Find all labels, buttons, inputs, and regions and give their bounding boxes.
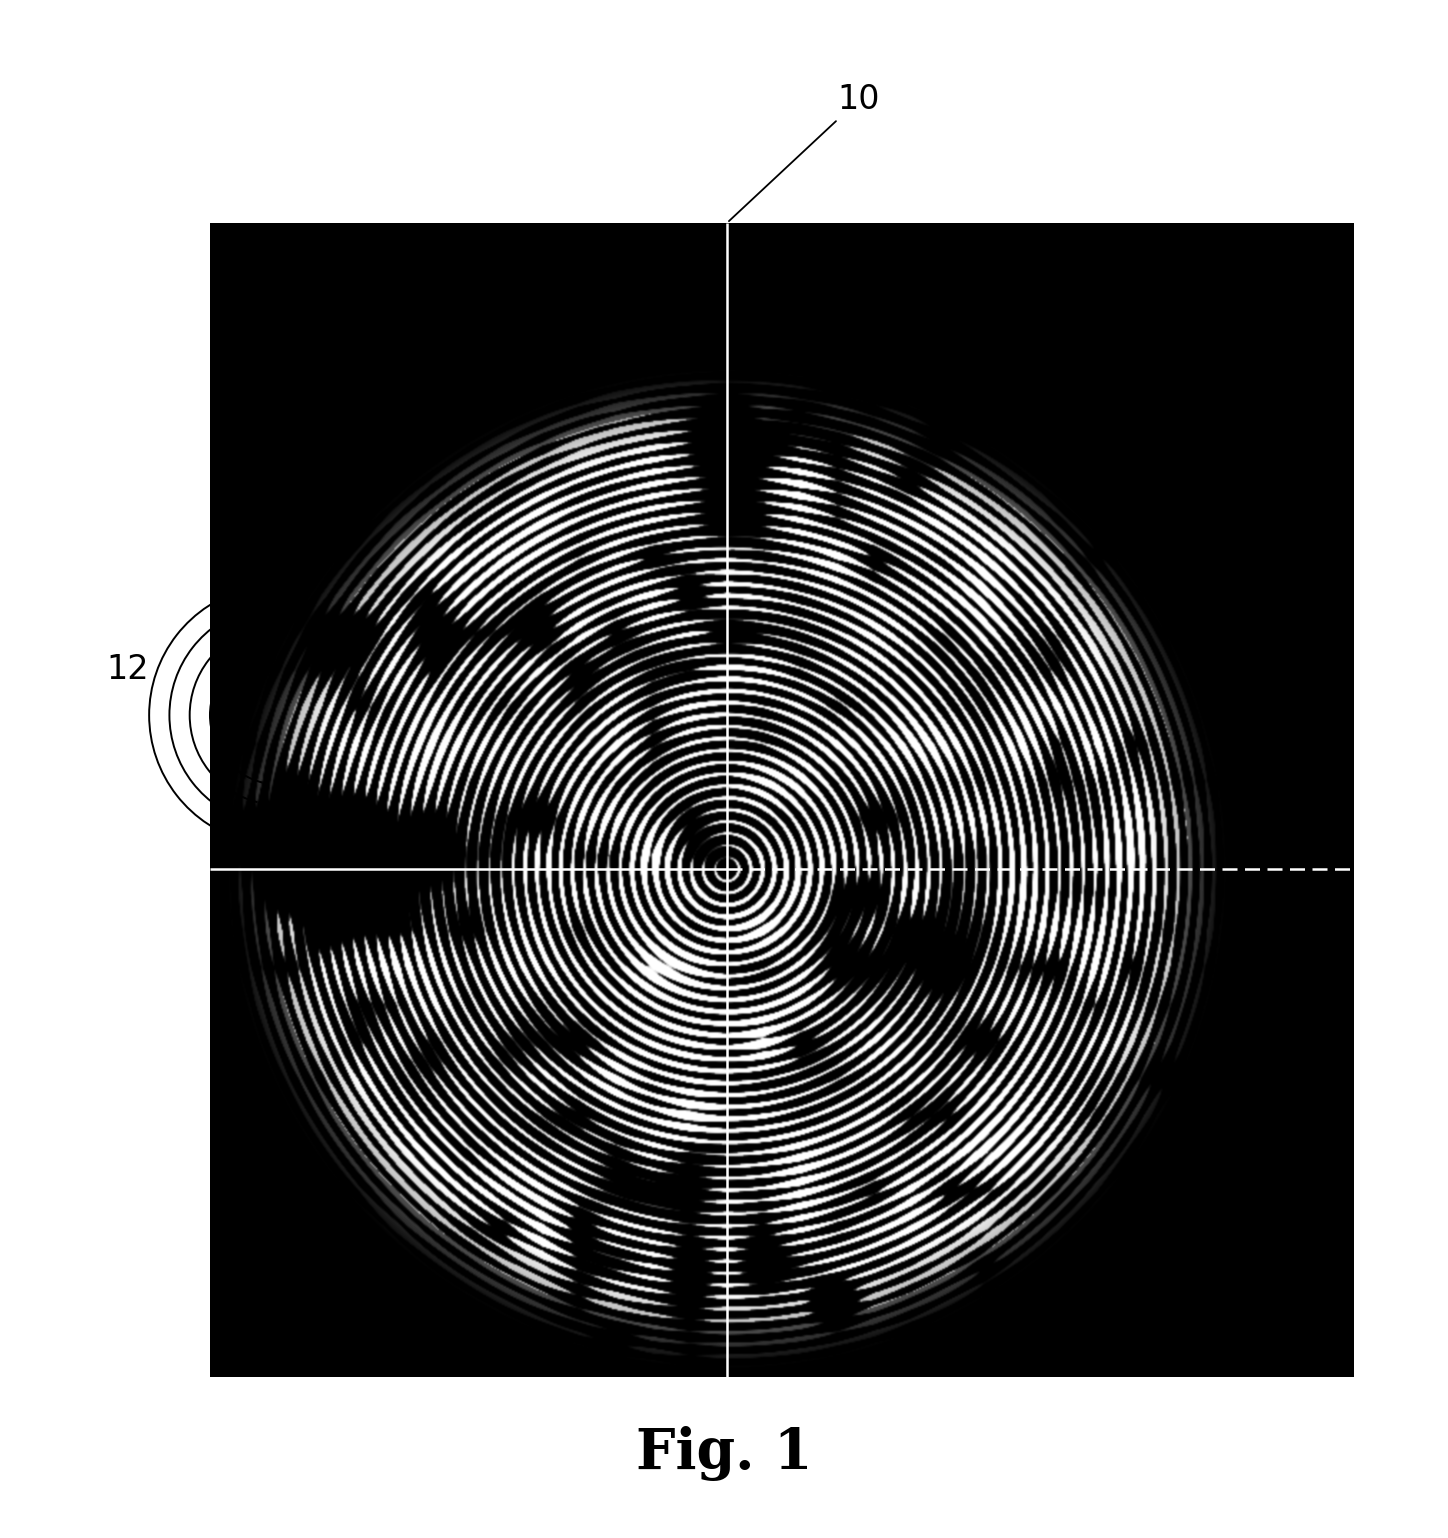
Bar [210,223,1354,1377]
Text: Fig. 1: Fig. 1 [636,1426,812,1481]
Text: 10: 10 [728,83,880,221]
Text: 12: 12 [106,652,149,686]
